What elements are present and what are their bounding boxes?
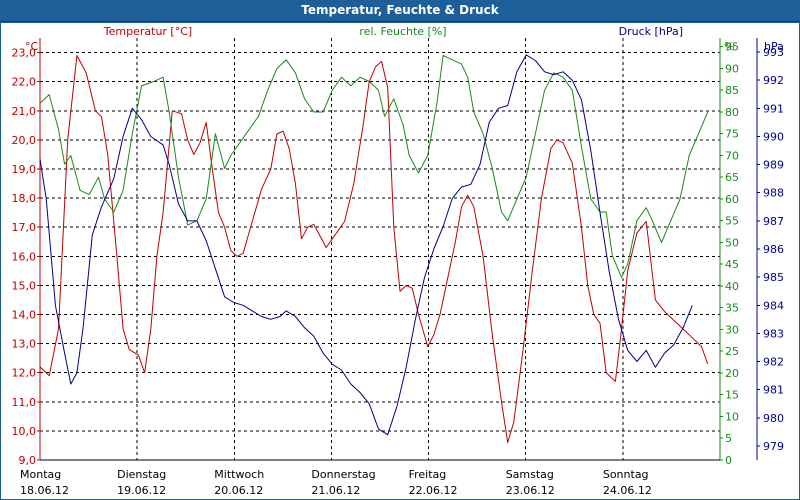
tick-label-temperature: 21,0 (12, 105, 37, 118)
tick-label-humidity: 45 (725, 258, 739, 271)
unit-label-humidity: % (724, 40, 734, 53)
x-label-day: Montag (20, 468, 61, 481)
tick-label-temperature: 23,0 (12, 47, 37, 60)
tick-label-temperature: 14,0 (12, 308, 37, 321)
tick-label-temperature: 10,0 (12, 425, 37, 438)
unit-label-pressure: hPa (764, 40, 784, 53)
tick-label-humidity: 5 (725, 432, 732, 445)
x-label-day: Dienstag (117, 468, 166, 481)
tick-label-temperature: 17,0 (12, 221, 37, 234)
tick-label-humidity: 90 (725, 62, 739, 75)
x-label-day: Freitag (409, 468, 447, 481)
labels: 9,0 10,0 11,0 12,0 13,0 14,0 15,0 16,0 17,0 18,0 1… (12, 25, 785, 497)
tick-label-temperature: 18,0 (12, 192, 37, 205)
chart-title-bar: Temperatur, Feuchte & Druck (0, 0, 800, 22)
tick-label-temperature: 15,0 (12, 279, 37, 292)
legend-temperature: Temperatur [°C] (103, 25, 192, 38)
tick-label-pressure: 990 (763, 130, 784, 143)
tick-label-humidity: 75 (725, 128, 739, 141)
x-label-date: 22.06.12 (409, 484, 458, 497)
tick-label-humidity: 25 (725, 345, 739, 358)
x-label-date: 23.06.12 (506, 484, 555, 497)
tick-label-temperature: 11,0 (12, 396, 37, 409)
legend-pressure: Druck [hPa] (619, 25, 683, 38)
tick-label-pressure: 981 (763, 384, 784, 397)
x-label-date: 20.06.12 (214, 484, 263, 497)
tick-label-humidity: 35 (725, 302, 739, 315)
tick-label-pressure: 989 (763, 159, 784, 172)
tick-label-temperature: 9,0 (19, 454, 37, 467)
unit-label-temperature: °C (25, 40, 39, 53)
x-label-date: 18.06.12 (20, 484, 69, 497)
tick-label-temperature: 19,0 (12, 163, 37, 176)
tick-label-pressure: 982 (763, 356, 784, 369)
tick-label-pressure: 987 (763, 215, 784, 228)
legend-humidity: rel. Feuchte [%] (359, 25, 446, 38)
tick-label-pressure: 979 (763, 440, 784, 453)
tick-label-temperature: 16,0 (12, 250, 37, 263)
tick-label-humidity: 65 (725, 171, 739, 184)
tick-label-humidity: 50 (725, 236, 739, 249)
tick-label-humidity: 80 (725, 106, 739, 119)
tick-label-humidity: 85 (725, 84, 739, 97)
tick-label-pressure: 988 (763, 187, 784, 200)
tick-label-humidity: 55 (725, 215, 739, 228)
x-label-date: 19.06.12 (117, 484, 166, 497)
tick-label-pressure: 984 (763, 299, 784, 312)
series-line-pressure (39, 54, 693, 436)
chart-title: Temperatur, Feuchte & Druck (301, 3, 499, 17)
tick-label-humidity: 15 (725, 389, 739, 402)
tick-label-humidity: 95 (725, 41, 739, 54)
x-label-day: Mittwoch (214, 468, 264, 481)
x-label-date: 21.06.12 (311, 484, 360, 497)
axes (37, 38, 760, 461)
x-label-day: Donnerstag (311, 468, 375, 481)
grid (40, 38, 721, 461)
x-label-day: Sonntag (603, 468, 649, 481)
tick-label-humidity: 0 (725, 454, 732, 467)
tick-label-humidity: 30 (725, 323, 739, 336)
x-label-date: 24.06.12 (603, 484, 652, 497)
series-line-humidity (39, 54, 709, 278)
tick-label-pressure: 985 (763, 271, 784, 284)
tick-label-temperature: 22,0 (12, 76, 37, 89)
series-lines (39, 54, 709, 443)
tick-label-humidity: 60 (725, 193, 739, 206)
tick-label-humidity: 20 (725, 367, 739, 380)
tick-label-humidity: 10 (725, 410, 739, 423)
tick-label-pressure: 992 (763, 74, 784, 87)
tick-label-humidity: 70 (725, 149, 739, 162)
tick-label-temperature: 13,0 (12, 338, 37, 351)
tick-label-pressure: 993 (763, 46, 784, 59)
tick-label-pressure: 991 (763, 102, 784, 115)
tick-label-humidity: 40 (725, 280, 739, 293)
tick-label-pressure: 986 (763, 243, 784, 256)
tick-label-temperature: 20,0 (12, 134, 37, 147)
series-line-temperature (39, 55, 709, 443)
x-label-day: Samstag (506, 468, 554, 481)
tick-label-pressure: 980 (763, 412, 784, 425)
tick-label-pressure: 983 (763, 327, 784, 340)
tick-label-temperature: 12,0 (12, 367, 37, 380)
